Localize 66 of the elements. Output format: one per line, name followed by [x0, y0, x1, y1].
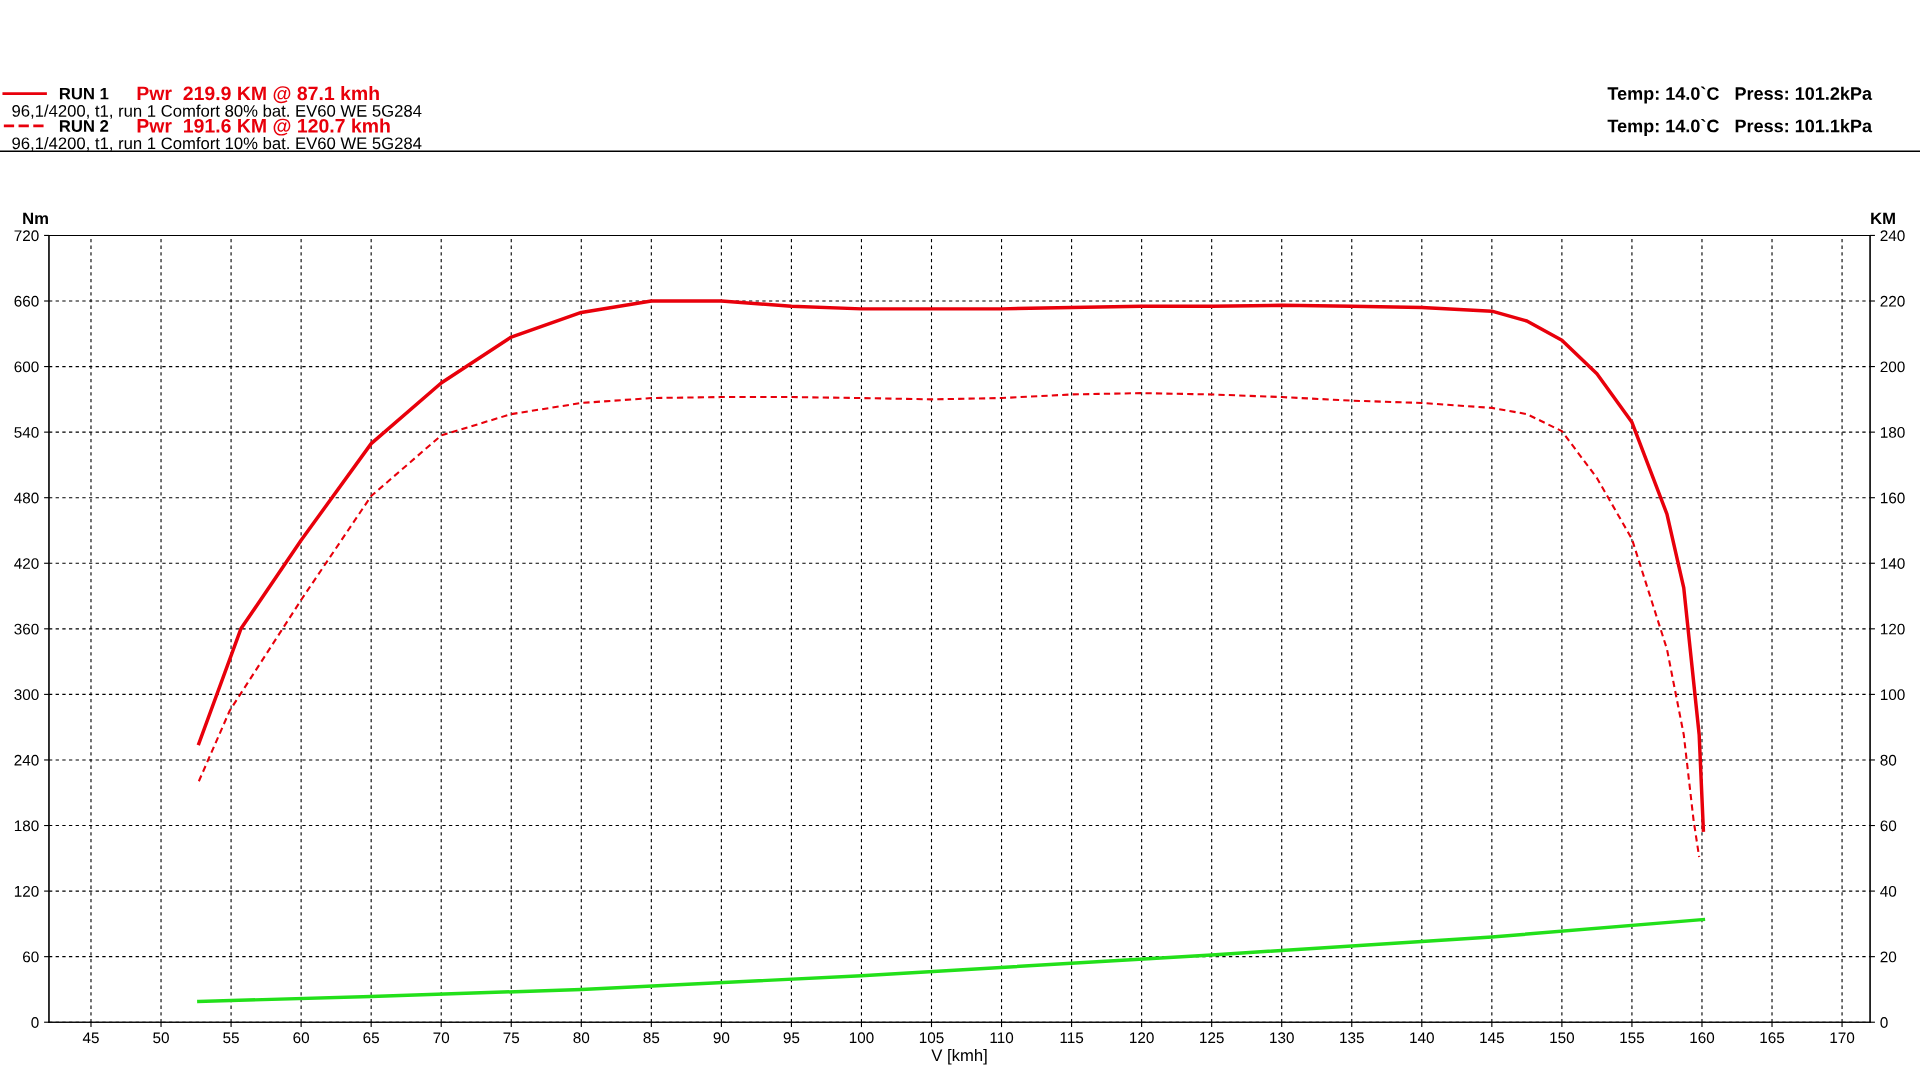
line-series [197, 917, 1706, 1004]
x-tick-label: 105 [919, 1032, 944, 1044]
y-tick-label: 60 [23, 951, 39, 963]
y-tick-label: 720 [14, 230, 39, 242]
y-tick-label: 240 [14, 754, 39, 766]
y2-tick-label: 20 [1880, 951, 1897, 963]
x-tick-label: 45 [82, 1032, 99, 1044]
x-tick-label: 50 [153, 1032, 169, 1044]
y-tick-label: 660 [14, 295, 39, 307]
line-series [197, 392, 1701, 859]
y-axis-title: Nm [23, 212, 48, 225]
x-tick-label: 170 [1830, 1032, 1855, 1044]
y2-tick-label: 220 [1880, 295, 1905, 307]
x-tick-label: 135 [1340, 1032, 1364, 1044]
x-tick-label: 130 [1270, 1032, 1294, 1044]
x-tick-label: 165 [1760, 1032, 1785, 1044]
y2-tick-label: 120 [1880, 623, 1905, 635]
y-tick-label: 480 [14, 492, 39, 504]
text: Temp: 14.0`C Press: 101.1kPa [1607, 118, 1873, 136]
text: Pwr 219.9 KM @ 87.1 kmh [137, 85, 379, 104]
y2-tick-label: 140 [1880, 558, 1905, 569]
legend-label: RUN 1 [59, 87, 109, 100]
x-tick-label: 125 [1200, 1032, 1224, 1044]
y2-tick-label: 100 [1880, 689, 1905, 701]
x-axis-title: V [kmh] [931, 1048, 987, 1065]
y-tick-label: 0 [31, 1017, 39, 1028]
x-tick-label: 65 [363, 1032, 380, 1044]
y2-tick-label: 180 [1880, 427, 1905, 438]
x-tick-label: 55 [223, 1032, 239, 1044]
x-tick-label: 90 [713, 1032, 730, 1044]
text: Pwr 191.6 KM @ 120.7 kmh [137, 118, 390, 136]
x-tick-label: 80 [573, 1032, 590, 1044]
y2-tick-label: 160 [1880, 492, 1905, 504]
y2-tick-label: 80 [1880, 754, 1897, 766]
x-tick-label: 160 [1690, 1032, 1715, 1044]
text: Temp: 14.0`C Press: 101.2kPa [1607, 86, 1873, 104]
x-tick-label: 85 [643, 1032, 660, 1044]
y-tick-label: 180 [14, 820, 39, 832]
x-tick-label: 155 [1620, 1032, 1645, 1044]
y2-tick-label: 240 [1880, 230, 1905, 242]
x-tick-label: 115 [1060, 1032, 1084, 1044]
x-tick-label: 150 [1550, 1032, 1575, 1044]
y-tick-label: 420 [14, 558, 39, 569]
y2-axis-title: KM [1871, 212, 1895, 225]
y-tick-label: 540 [14, 427, 39, 438]
x-tick-label: 60 [293, 1032, 310, 1044]
line-series [197, 299, 1706, 832]
y2-tick-label: 0 [1880, 1017, 1888, 1028]
x-tick-label: 120 [1130, 1032, 1154, 1044]
x-tick-label: 145 [1480, 1032, 1504, 1044]
y-tick-label: 600 [14, 361, 39, 373]
y2-tick-label: 60 [1880, 820, 1897, 832]
x-tick-label: 110 [990, 1032, 1014, 1044]
y-tick-label: 120 [14, 885, 39, 897]
x-tick-label: 95 [783, 1032, 800, 1044]
y-tick-label: 360 [14, 623, 39, 635]
text: 96,1/4200, t1, run 1 Comfort 10% bat. EV60 WE 5G284 [12, 136, 422, 152]
text: 96,1/4200, t1, run 1 Comfort 80% bat. EV60 WE 5G284 [12, 104, 422, 119]
y2-tick-label: 40 [1880, 885, 1897, 897]
y-tick-label: 300 [14, 689, 39, 701]
x-tick-label: 75 [503, 1032, 520, 1044]
legend-label: RUN 2 [59, 120, 109, 132]
x-tick-label: 140 [1410, 1032, 1434, 1044]
y2-tick-label: 200 [1880, 361, 1905, 373]
x-tick-label: 100 [849, 1032, 874, 1044]
x-tick-label: 70 [433, 1032, 450, 1044]
